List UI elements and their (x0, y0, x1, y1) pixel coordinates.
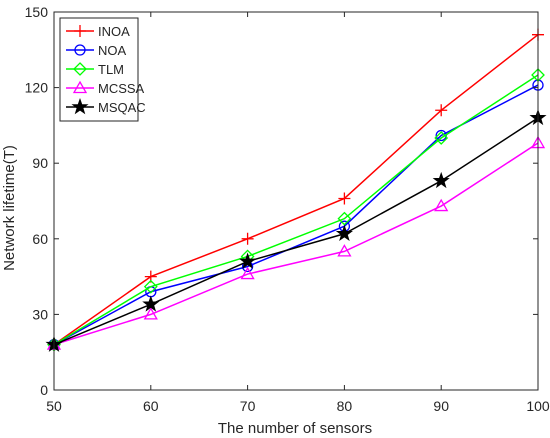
series-line-msqac (53, 117, 539, 346)
x-tick-label: 70 (240, 398, 256, 414)
legend-item-tlm: TLM (66, 62, 124, 77)
y-tick-label: 150 (25, 4, 49, 20)
legend-item-msqac: MSQAC (66, 98, 146, 115)
x-axis-label: The number of sensors (218, 420, 372, 437)
y-tick-label: 90 (32, 155, 48, 171)
data-point-mcssa (143, 307, 158, 320)
data-point-mcssa (434, 198, 449, 212)
x-tick-label: 50 (46, 398, 62, 414)
legend-item-noa: NOA (66, 43, 127, 58)
data-point-mcssa (240, 266, 255, 280)
data-point-inoa (241, 232, 254, 245)
y-tick-label: 30 (32, 306, 48, 322)
data-point-tlm (337, 211, 352, 226)
legend-label: MCSSA (98, 81, 145, 96)
legend-label: TLM (98, 62, 124, 77)
data-point-inoa (338, 192, 351, 205)
legend-marker-tlm (73, 62, 87, 76)
data-point-tlm (143, 279, 158, 294)
data-point-msqac (142, 295, 160, 312)
legend-label: NOA (98, 43, 127, 58)
series-line-tlm (53, 74, 539, 346)
data-point-msqac (335, 224, 353, 242)
legend-marker-mcssa (72, 80, 88, 94)
legend-marker-noa (74, 44, 86, 56)
x-tick-label: 60 (143, 398, 159, 414)
legend: INOA NOA TLM MCSSA MSQAC (59, 17, 146, 122)
data-point-mcssa (337, 244, 352, 257)
series-line-mcssa (53, 142, 539, 346)
legend-marker-inoa (74, 25, 86, 37)
plot-frame (53, 11, 539, 391)
data-point-msqac (432, 171, 450, 189)
x-tick-label: 90 (433, 398, 449, 414)
y-tick-label: 60 (32, 231, 48, 247)
data-point-msqac (239, 252, 257, 269)
x-axis: 50 60 70 80 90 100 (46, 12, 550, 414)
y-axis: 0 30 60 90 120 150 (25, 4, 538, 398)
legend-item-mcssa: MCSSA (66, 80, 145, 96)
y-tick-label: 120 (25, 80, 49, 96)
x-tick-label: 80 (337, 398, 353, 414)
series-line-inoa (53, 34, 539, 346)
x-tick-label: 100 (526, 398, 550, 414)
legend-marker-msqac (71, 98, 89, 115)
data-point-tlm (434, 131, 449, 145)
y-tick-label: 0 (40, 382, 48, 398)
y-axis-label: Network lifetime(T) (1, 145, 18, 271)
legend-label: INOA (98, 24, 130, 39)
legend-item-inoa: INOA (66, 24, 130, 39)
legend-label: MSQAC (98, 100, 146, 115)
data-point-inoa (435, 104, 448, 117)
